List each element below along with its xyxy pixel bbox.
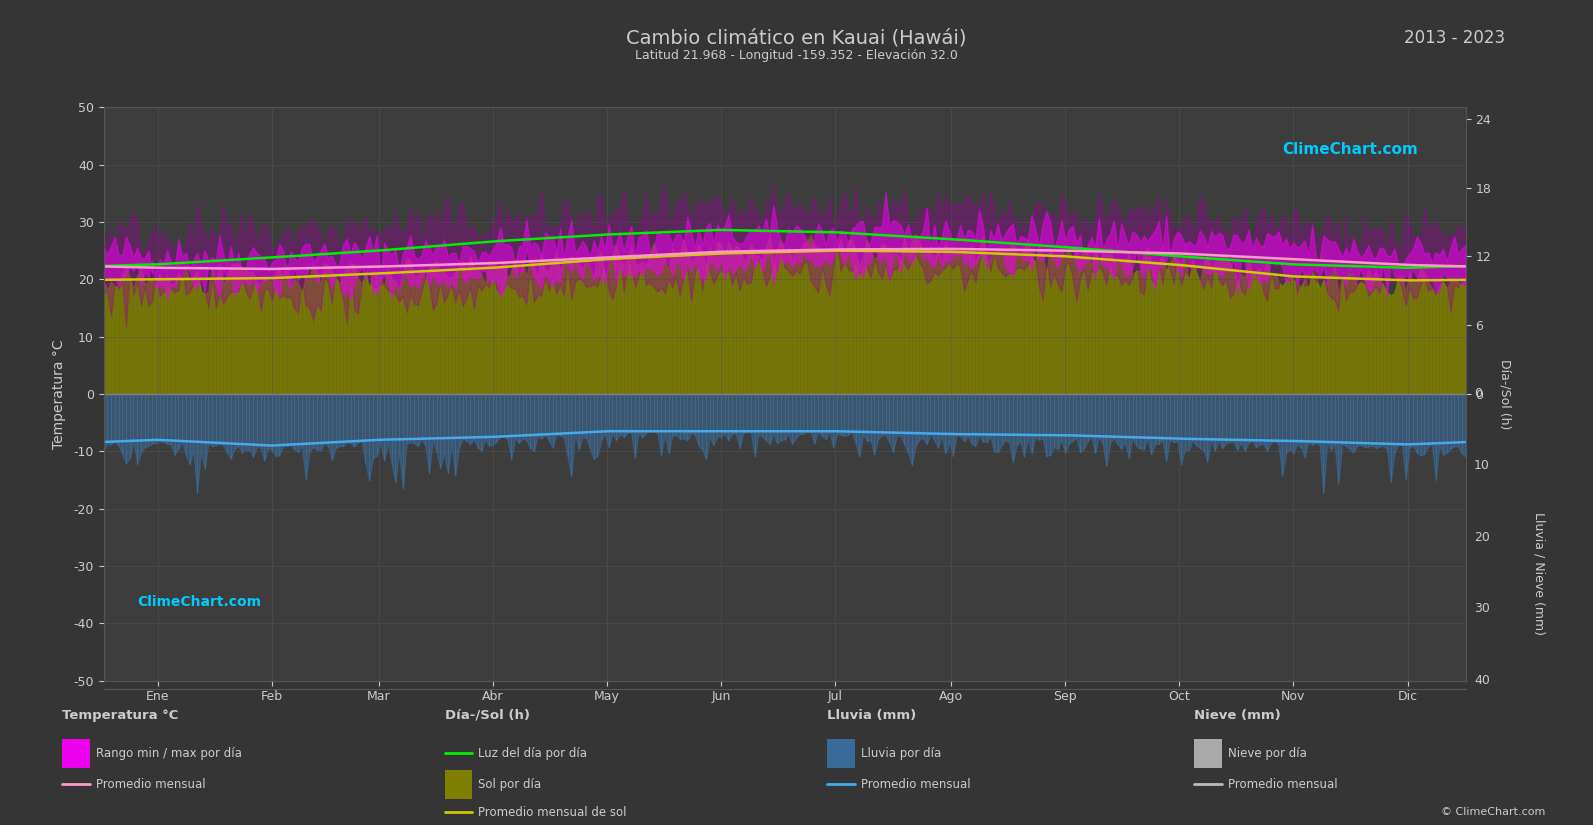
Y-axis label: Día-/Sol (h): Día-/Sol (h) bbox=[1499, 359, 1512, 429]
Text: 2013 - 2023: 2013 - 2023 bbox=[1405, 29, 1505, 47]
Text: Luz del día por día: Luz del día por día bbox=[478, 747, 588, 760]
Text: Promedio mensual: Promedio mensual bbox=[96, 778, 205, 791]
Text: Lluvia (mm): Lluvia (mm) bbox=[827, 709, 916, 722]
Text: 0: 0 bbox=[1474, 388, 1481, 400]
Text: © ClimeChart.com: © ClimeChart.com bbox=[1442, 807, 1545, 817]
Y-axis label: Temperatura °C: Temperatura °C bbox=[53, 339, 67, 449]
Text: ClimeChart.com: ClimeChart.com bbox=[1282, 142, 1418, 157]
FancyBboxPatch shape bbox=[827, 739, 854, 767]
Text: Lluvia / Nieve (mm): Lluvia / Nieve (mm) bbox=[1532, 512, 1545, 635]
FancyBboxPatch shape bbox=[444, 770, 472, 799]
Text: Día-/Sol (h): Día-/Sol (h) bbox=[444, 709, 530, 722]
Text: Nieve por día: Nieve por día bbox=[1228, 747, 1306, 760]
Text: Lluvia por día: Lluvia por día bbox=[860, 747, 941, 760]
Text: Sol por día: Sol por día bbox=[478, 778, 542, 791]
FancyBboxPatch shape bbox=[1195, 739, 1222, 767]
Text: 30: 30 bbox=[1474, 602, 1489, 615]
Text: Cambio climático en Kauai (Hawái): Cambio climático en Kauai (Hawái) bbox=[626, 29, 967, 48]
FancyBboxPatch shape bbox=[62, 739, 89, 767]
Text: ClimeChart.com: ClimeChart.com bbox=[137, 595, 261, 609]
Text: Latitud 21.968 - Longitud -159.352 - Elevación 32.0: Latitud 21.968 - Longitud -159.352 - Ele… bbox=[636, 50, 957, 63]
Text: Nieve (mm): Nieve (mm) bbox=[1195, 709, 1281, 722]
Text: Promedio mensual: Promedio mensual bbox=[860, 778, 970, 791]
Text: 20: 20 bbox=[1474, 530, 1489, 544]
Text: Temperatura °C: Temperatura °C bbox=[62, 709, 178, 722]
Text: 40: 40 bbox=[1474, 674, 1489, 687]
Text: Rango min / max por día: Rango min / max por día bbox=[96, 747, 242, 760]
Text: Promedio mensual de sol: Promedio mensual de sol bbox=[478, 806, 628, 818]
Text: 10: 10 bbox=[1474, 459, 1489, 472]
Text: Promedio mensual: Promedio mensual bbox=[1228, 778, 1338, 791]
